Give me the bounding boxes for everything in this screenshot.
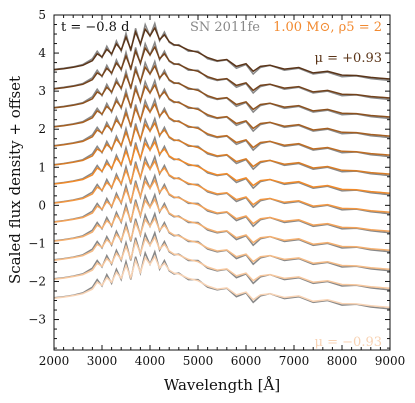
y-tick-label-6: 3	[38, 84, 46, 98]
x-tick-label-3000: 3000	[87, 354, 118, 368]
mu-bottom-label: μ = −0.93	[315, 335, 382, 350]
y-tick-label-5: 2	[38, 122, 46, 136]
y-tick-label-4: 1	[38, 160, 46, 174]
x-tick-label-4000: 4000	[135, 354, 166, 368]
x-tick-label-7000: 7000	[279, 354, 310, 368]
observed-legend-label: SN 2011fe	[190, 20, 260, 35]
spectra-series-layer	[53, 20, 391, 310]
model-spectrum-line-4	[53, 102, 391, 156]
y-tick-label-2: −1	[28, 236, 46, 250]
model-spectrum-line-3	[53, 83, 391, 137]
model-spectrum-line-7	[53, 159, 391, 213]
model-spectrum-line-12	[53, 254, 391, 309]
x-tick-label-9000: 9000	[375, 354, 406, 368]
model-spectrum-line-6	[53, 140, 391, 194]
y-tick-label-7: 4	[38, 46, 46, 60]
plot-frame	[53, 14, 391, 351]
y-axis-label: Scaled flux density + offset	[6, 76, 24, 284]
epoch-annotation: t = −0.8 d	[61, 20, 129, 35]
model-spectrum-line-2	[53, 64, 391, 118]
x-tick-label-8000: 8000	[327, 354, 358, 368]
model-spectrum-line-1	[53, 45, 391, 99]
model-spectrum-line-9	[53, 197, 391, 252]
x-tick-label-5000: 5000	[183, 354, 214, 368]
model-spectrum-line-10	[53, 216, 391, 271]
y-tick-label-8: 5	[38, 8, 46, 22]
model-legend-label: 1.00 M⊙, ρ5 = 2	[273, 20, 382, 35]
ticks-layer: 2000 3000 4000 5000 6000 7000 8000 9000 −3 −2 −1 0 1…	[28, 8, 405, 368]
model-spectrum-line-0	[53, 26, 391, 80]
mu-top-label: μ = +0.93	[315, 51, 382, 66]
model-spectrum-line-11	[53, 235, 391, 290]
y-tick-label-0: −3	[28, 313, 46, 327]
x-tick-label-6000: 6000	[231, 354, 262, 368]
model-spectrum-line-8	[53, 178, 391, 232]
model-spectrum-line-5	[53, 121, 391, 175]
y-tick-label-1: −2	[28, 274, 46, 288]
x-tick-label-2000: 2000	[39, 354, 70, 368]
y-tick-label-3: 0	[38, 198, 46, 212]
x-axis-label: Wavelength [Å]	[164, 376, 280, 394]
